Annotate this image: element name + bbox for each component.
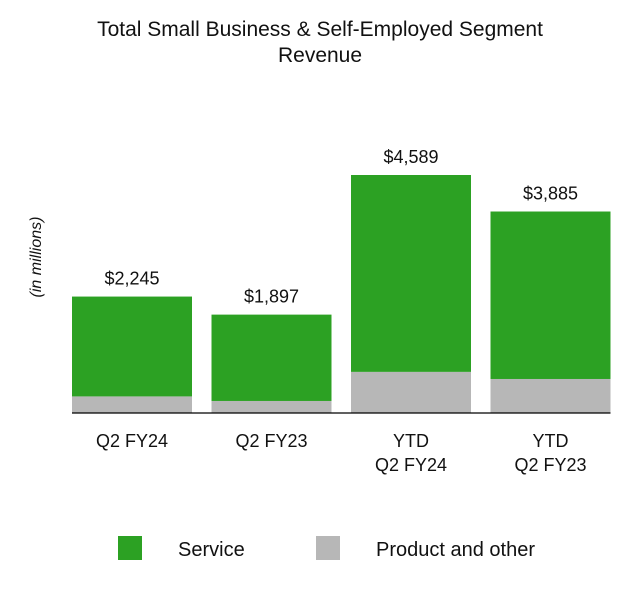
legend-swatch-product-and-other xyxy=(316,536,340,560)
bar-product-and-other-3 xyxy=(351,371,471,413)
y-axis-label: (in millions) xyxy=(28,217,45,298)
bar-product-and-other-1 xyxy=(72,396,192,413)
x-tick-label-1-line-1: Q2 FY24 xyxy=(96,431,168,451)
bar-service-1 xyxy=(72,296,192,397)
x-tick-label-3-line-2: Q2 FY24 xyxy=(375,455,447,475)
bar-service-3 xyxy=(351,175,471,372)
x-tick-label-4-line-2: Q2 FY23 xyxy=(514,455,586,475)
x-tick-label-2-line-1: Q2 FY23 xyxy=(235,431,307,451)
legend-swatch-service xyxy=(118,536,142,560)
legend: Service Product and other xyxy=(118,536,535,561)
chart-title-line-2: Revenue xyxy=(278,44,362,67)
bar-product-and-other-2 xyxy=(211,400,332,413)
x-tick-label-4-line-1: YTD xyxy=(533,431,569,451)
bar-product-and-other-4 xyxy=(490,378,611,413)
bar-service-2 xyxy=(211,314,332,401)
total-label-3: $4,589 xyxy=(383,147,438,167)
x-tick-labels: Q2 FY24 Q2 FY23 YTD Q2 FY24 YTD Q2 FY23 xyxy=(96,431,587,475)
x-tick-label-3-line-1: YTD xyxy=(393,431,429,451)
bar-service-4 xyxy=(490,211,611,379)
chart-title-line-1: Total Small Business & Self-Employed Seg… xyxy=(97,18,543,41)
total-label-1: $2,245 xyxy=(104,269,159,289)
legend-label-service: Service xyxy=(178,539,245,561)
total-label-2: $1,897 xyxy=(244,287,299,307)
total-label-4: $3,885 xyxy=(523,184,578,204)
total-labels: $2,245 $1,897 $4,589 $3,885 xyxy=(104,147,578,307)
bars xyxy=(72,175,611,413)
chart-title: Total Small Business & Self-Employed Seg… xyxy=(97,18,543,67)
legend-label-product-and-other: Product and other xyxy=(376,539,535,561)
